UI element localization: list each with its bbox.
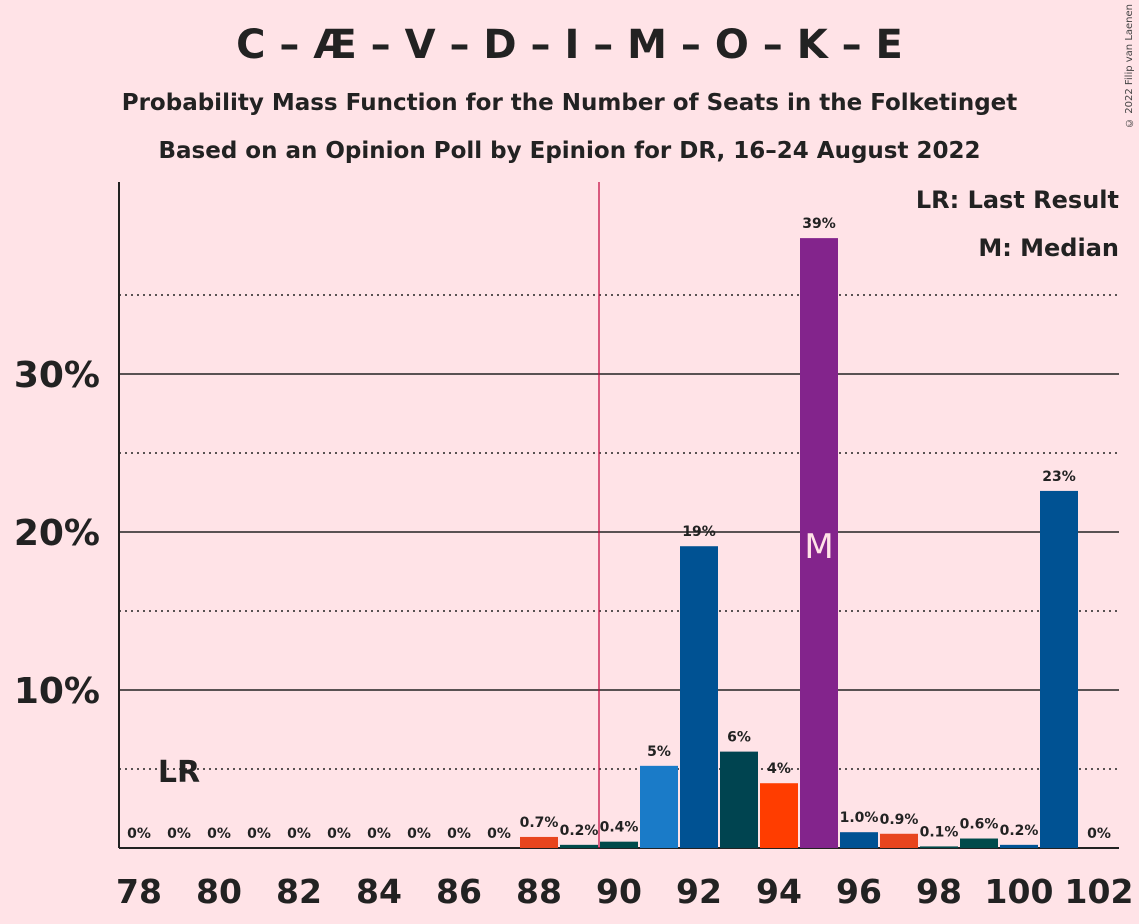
x-tick-label: 80 <box>196 872 242 911</box>
bar-value-label: 0.2% <box>560 823 599 839</box>
bar-value-label: 19% <box>682 524 716 540</box>
y-tick-label: 20% <box>14 513 100 554</box>
x-tick-label: 88 <box>516 872 562 911</box>
bar-value-label: 23% <box>1042 469 1076 485</box>
bar-seat-96 <box>840 832 878 848</box>
bar-value-label: 0% <box>487 826 511 842</box>
bar-seat-90 <box>600 841 638 848</box>
bar-value-label: 0.6% <box>960 817 999 833</box>
bar-seat-101 <box>1040 490 1078 848</box>
bar-value-label: 0% <box>167 826 191 842</box>
bar-seat-91 <box>640 765 678 848</box>
bar-value-label: 0% <box>207 826 231 842</box>
x-tick-label: 84 <box>356 872 402 911</box>
bar-seat-93 <box>720 751 758 848</box>
chart-subtitle-1: Probability Mass Function for the Number… <box>121 90 1018 116</box>
bar-value-label: 0% <box>287 826 311 842</box>
bar-value-label: 0% <box>447 826 471 842</box>
x-tick-label: 102 <box>1065 872 1134 911</box>
bar-seat-89 <box>560 844 598 848</box>
bar-value-label: 1.0% <box>840 810 879 826</box>
bar-value-label: 0.4% <box>600 820 639 836</box>
bar-value-label: 0% <box>367 826 391 842</box>
bar-value-label: 0% <box>247 826 271 842</box>
chart-subtitle-2: Based on an Opinion Poll by Epinion for … <box>158 138 981 164</box>
bar-seat-99 <box>960 838 998 848</box>
x-tick-label: 100 <box>985 872 1054 911</box>
bar-value-label: 0.9% <box>880 812 919 828</box>
x-tick-label: 82 <box>276 872 322 911</box>
bar-seat-92 <box>680 546 718 848</box>
bar-value-label: 0% <box>127 826 151 842</box>
median-marker: M <box>804 527 833 567</box>
last-result-marker: LR <box>158 755 200 790</box>
x-tick-label: 92 <box>676 872 722 911</box>
bar-value-label: 0.2% <box>1000 823 1039 839</box>
bar-value-label: 0% <box>327 826 351 842</box>
x-tick-label: 90 <box>596 872 642 911</box>
chart-title: C – Æ – V – D – I – M – O – K – E <box>236 22 903 68</box>
y-tick-label: 10% <box>14 671 100 712</box>
bar-seat-95 <box>800 238 838 848</box>
x-tick-label: 96 <box>836 872 882 911</box>
x-tick-label: 98 <box>916 872 962 911</box>
bar-seat-100 <box>1000 844 1038 848</box>
legend-last-result: LR: Last Result <box>915 186 1119 214</box>
legend-median: M: Median <box>978 234 1119 262</box>
bar-value-label: 0% <box>407 826 431 842</box>
bar-seat-88 <box>520 836 558 848</box>
bar-value-label: 5% <box>647 744 671 760</box>
bar-value-label: 39% <box>802 216 836 232</box>
y-tick-label: 30% <box>14 355 100 396</box>
bar-value-label: 0.7% <box>520 815 559 831</box>
x-tick-label: 86 <box>436 872 482 911</box>
bar-value-label: 0.1% <box>920 824 959 840</box>
x-tick-label: 94 <box>756 872 802 911</box>
bar-seat-97 <box>880 833 918 848</box>
bar-value-label: 6% <box>727 730 751 746</box>
bar-seat-94 <box>760 783 798 848</box>
x-tick-label: 78 <box>116 872 162 911</box>
bar-value-label: 0% <box>1087 826 1111 842</box>
bar-value-label: 4% <box>767 761 791 777</box>
bar-seat-98 <box>920 846 958 848</box>
